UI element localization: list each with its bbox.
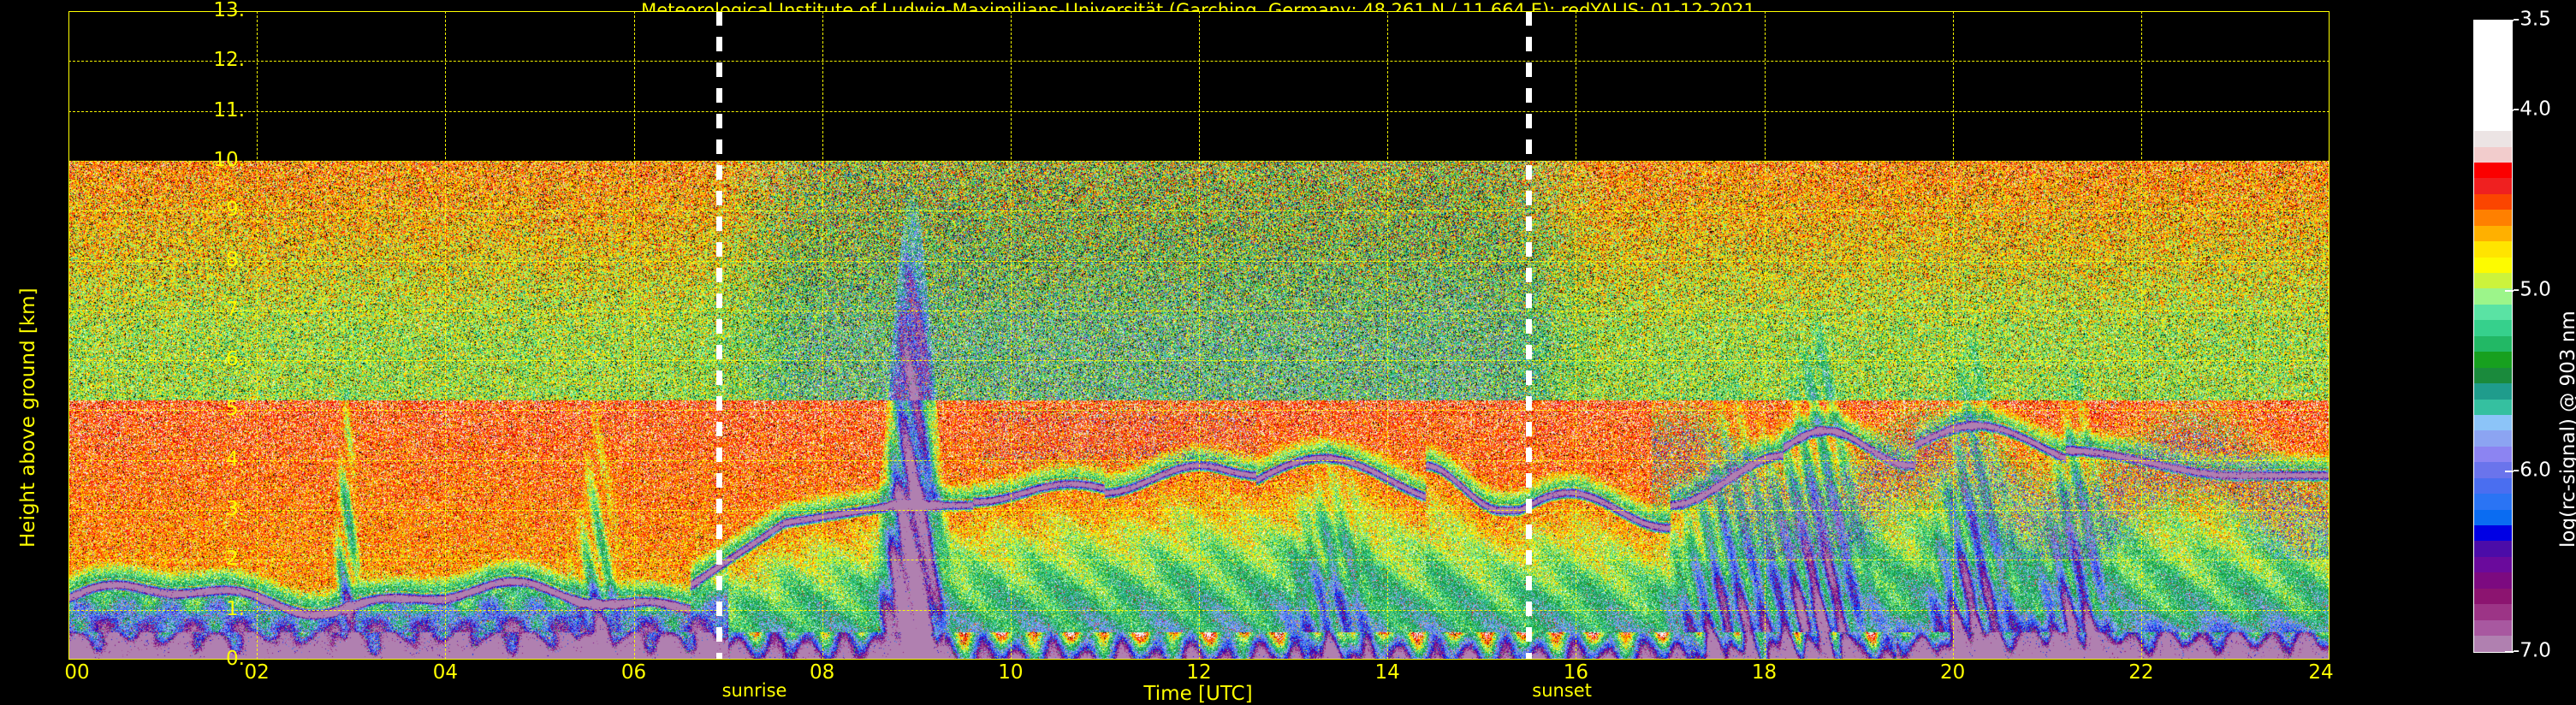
gridline-vertical	[2140, 11, 2142, 660]
colorbar-band	[2474, 68, 2512, 84]
colorbar-tick-mark	[2505, 651, 2514, 653]
gridline-vertical	[1010, 11, 1012, 660]
colorbar-band	[2474, 304, 2512, 321]
colorbar-band	[2474, 636, 2512, 652]
gridline-vertical	[1952, 11, 1954, 660]
sun-line-sunrise	[715, 11, 722, 660]
colorbar-band	[2474, 462, 2512, 478]
colorbar-tick-label: -4.0	[2513, 98, 2551, 121]
colorbar-band	[2474, 494, 2512, 510]
gridline-vertical	[822, 11, 823, 660]
x-axis-title: Time [UTC]	[1143, 683, 1253, 705]
colorbar-band	[2474, 414, 2512, 431]
x-tick-label: 10	[998, 661, 1024, 684]
x-tick-label: 12	[1186, 661, 1212, 684]
colorbar-band	[2474, 36, 2512, 52]
y-tick-label: 2.	[226, 548, 245, 571]
colorbar-band	[2474, 146, 2512, 163]
x-tick-label: 06	[620, 661, 647, 684]
y-tick-label: 1.	[226, 597, 245, 620]
colorbar-tick-label: -6.0	[2513, 459, 2551, 482]
colorbar-tick-mark	[2505, 110, 2514, 112]
colorbar-band	[2474, 446, 2512, 463]
colorbar-band	[2474, 288, 2512, 305]
gridline-vertical	[1387, 11, 1389, 660]
colorbar-band	[2474, 257, 2512, 273]
x-tick-label: 24	[2308, 661, 2334, 684]
y-axis-title: Height above ground [km]	[17, 287, 39, 548]
colorbar-band	[2474, 430, 2512, 447]
x-tick-label: 00	[64, 661, 90, 684]
sunset-annotation: sunset	[1532, 680, 1592, 701]
y-tick-label: 12.	[213, 49, 245, 72]
colorbar-tick-label: -5.0	[2513, 278, 2551, 301]
colorbar-band	[2474, 604, 2512, 620]
y-tick-label: 10.	[213, 148, 245, 171]
colorbar-band	[2474, 556, 2512, 573]
colorbar-band	[2474, 241, 2512, 258]
sun-line-sunset	[1526, 11, 1533, 660]
y-tick-label: 3.	[226, 498, 245, 521]
colorbar-band	[2474, 525, 2512, 542]
colorbar-band	[2474, 320, 2512, 336]
x-tick-label: 20	[1940, 661, 1966, 684]
gridline-vertical	[1199, 11, 1200, 660]
colorbar-band	[2474, 352, 2512, 368]
colorbar-band	[2474, 588, 2512, 605]
colorbar-band	[2474, 225, 2512, 242]
colorbar-band	[2474, 273, 2512, 289]
colorbar-band	[2474, 193, 2512, 210]
x-tick-label: 02	[244, 661, 270, 684]
y-tick-label: 6.	[226, 348, 245, 371]
colorbar	[2473, 20, 2513, 653]
sunrise-annotation: sunrise	[721, 680, 787, 701]
y-tick-label: 9.	[226, 198, 245, 222]
x-tick-label: 04	[432, 661, 458, 684]
y-tick-label: 8.	[226, 248, 245, 271]
gridline-vertical	[445, 11, 447, 660]
colorbar-band	[2474, 399, 2512, 415]
y-tick-label: 4.	[226, 447, 245, 471]
colorbar-band	[2474, 619, 2512, 637]
y-tick-label: 0.	[226, 648, 245, 670]
colorbar-band	[2474, 115, 2512, 132]
colorbar-band	[2474, 335, 2512, 352]
colorbar-band	[2474, 541, 2512, 557]
x-tick-label: 22	[2128, 661, 2154, 684]
colorbar-tick-label: -7.0	[2513, 639, 2551, 662]
colorbar-band	[2474, 509, 2512, 525]
colorbar-band	[2474, 162, 2512, 179]
colorbar-band	[2474, 383, 2512, 400]
colorbar-band	[2474, 99, 2512, 116]
colorbar-band	[2474, 210, 2512, 226]
x-tick-label: 18	[1751, 661, 1778, 684]
x-tick-label: 16	[1563, 661, 1588, 684]
colorbar-band	[2474, 178, 2512, 194]
colorbar-tick-mark	[2505, 290, 2514, 293]
colorbar-band	[2474, 21, 2512, 37]
x-tick-label: 14	[1374, 661, 1400, 684]
colorbar-tick-mark	[2505, 471, 2514, 473]
colorbar-band	[2474, 367, 2512, 384]
colorbar-tick-label: -3.5	[2513, 8, 2551, 31]
y-tick-label: 13.	[213, 0, 245, 21]
colorbar-tick-mark	[2505, 20, 2514, 21]
colorbar-band	[2474, 572, 2512, 589]
gridline-vertical	[1764, 11, 1766, 660]
plot-area	[68, 11, 2330, 660]
gridline-vertical	[257, 11, 258, 660]
colorbar-title: log(rc-signal) @ 903 nm	[2557, 311, 2576, 548]
y-tick-label: 7.	[226, 298, 245, 321]
y-tick-label: 5.	[226, 398, 245, 421]
colorbar-band	[2474, 477, 2512, 495]
x-tick-label: 08	[810, 661, 835, 684]
y-tick-label: 11.	[213, 98, 245, 121]
colorbar-band	[2474, 83, 2512, 100]
colorbar-band	[2474, 51, 2512, 68]
gridline-vertical	[633, 11, 635, 660]
colorbar-band	[2474, 131, 2512, 147]
